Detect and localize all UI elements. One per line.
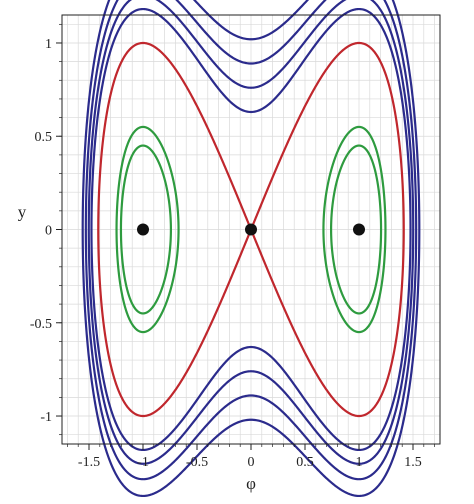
- outer-orbit-lower-2: [84, 229, 418, 481]
- outer-orbit-lower-0: [90, 229, 412, 452]
- x-tick-label: 1.5: [404, 455, 422, 470]
- inner-orbit-lower-6-1: [115, 229, 180, 334]
- equilibrium-point-0: [137, 223, 149, 236]
- y-tick-label: -1: [40, 410, 52, 425]
- x-tick-label: 0.5: [296, 455, 314, 470]
- y-tick-label: 1: [45, 37, 52, 52]
- separatrix-upper-1: [249, 41, 405, 231]
- inner-orbit-lower-6-0: [322, 229, 387, 334]
- outer-orbit-upper-0: [90, 7, 412, 230]
- x-tick-label: 1: [356, 455, 363, 470]
- outer-orbit-lower-1: [87, 229, 415, 465]
- inner-orbit-lower-5-1: [119, 229, 173, 315]
- inner-orbit-upper-6-1: [115, 125, 180, 230]
- inner-orbit-upper-6-0: [322, 125, 387, 230]
- x-tick-label: -1.5: [78, 455, 100, 470]
- equilibrium-points: [137, 223, 365, 236]
- y-tick-label: -0.5: [30, 317, 52, 332]
- x-axis-title: φ: [246, 474, 256, 493]
- outer-orbit-lower-3: [81, 229, 421, 498]
- x-tick-label: -0.5: [186, 455, 208, 470]
- inner-orbit-upper-5-1: [119, 144, 173, 230]
- trajectory-curves: [81, 0, 421, 498]
- x-tick-label: -1: [137, 455, 149, 470]
- inner-orbit-upper-5-0: [329, 144, 383, 230]
- separatrix-upper-0: [97, 41, 253, 231]
- inner-orbit-lower-5-0: [329, 229, 383, 315]
- equilibrium-point-2: [353, 223, 365, 236]
- tick-marks: -1.5 -1 -0.5 0 0.5 1 1.5 -1 -0.5 0 0.5 1: [30, 23, 435, 470]
- outer-orbit-upper-1: [87, 0, 415, 230]
- x-tick-label: 0: [248, 455, 255, 470]
- outer-orbit-upper-2: [84, 0, 418, 230]
- y-tick-label: 0.5: [35, 130, 53, 145]
- separatrix-lower-0: [97, 228, 253, 418]
- equilibrium-point-1: [245, 223, 257, 236]
- outer-orbit-upper-3: [81, 0, 421, 230]
- y-axis-title: y: [18, 203, 27, 222]
- y-tick-label: 0: [45, 224, 52, 239]
- separatrix-lower-1: [249, 228, 405, 418]
